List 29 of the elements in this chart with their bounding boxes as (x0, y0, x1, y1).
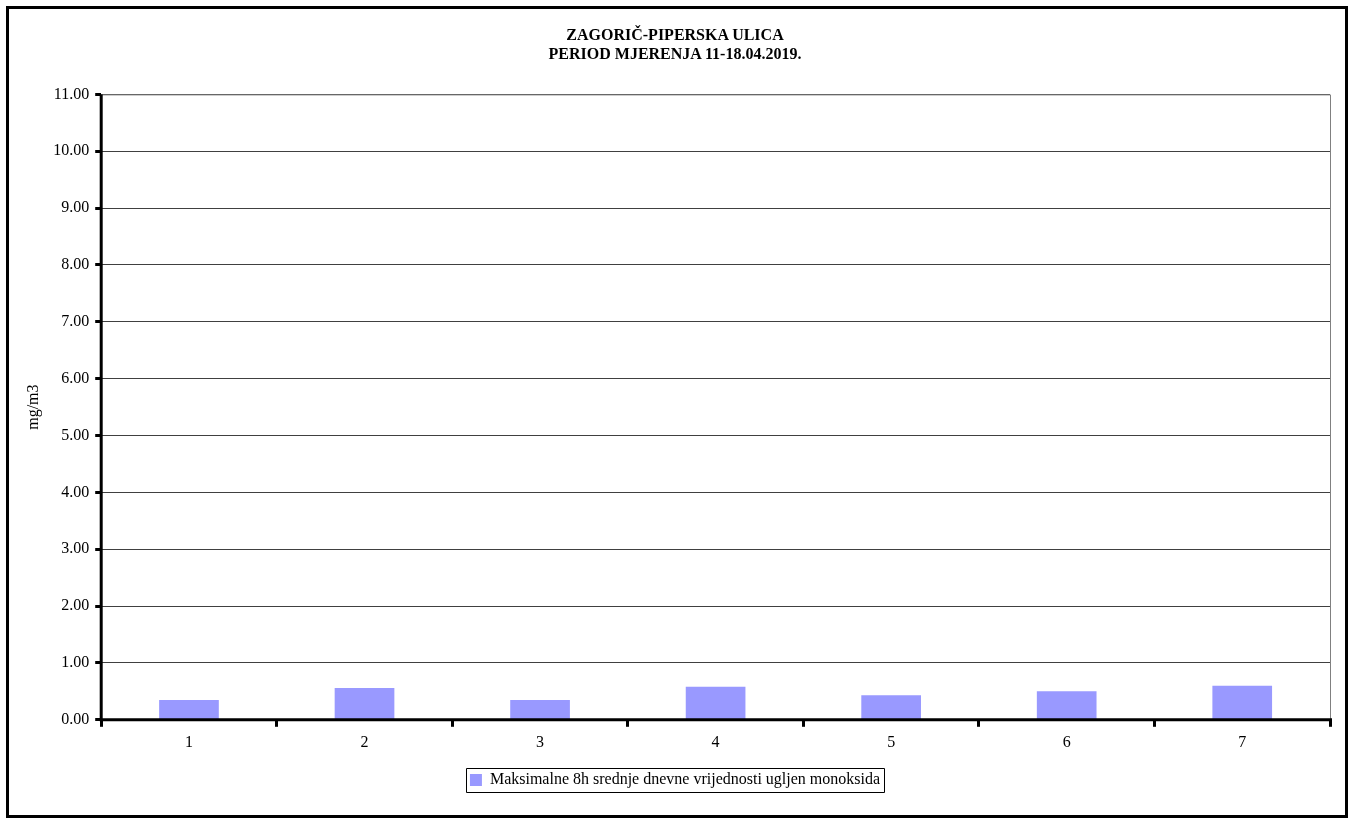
x-tick-label: 1 (184, 732, 193, 750)
legend-label: Maksimalne 8h srednje dnevne vrijednosti ugljen monoksida (489, 770, 881, 789)
y-tick-label: 6.00 (61, 368, 90, 386)
y-tick-label: 3.00 (61, 539, 90, 557)
y-tick-label: 2.00 (61, 596, 90, 614)
y-tick-label: 11.00 (53, 84, 90, 102)
y-tick-label: 1.00 (61, 653, 90, 671)
x-tick-label: 3 (536, 732, 545, 750)
x-tick-label: 4 (711, 732, 720, 750)
bar (334, 687, 395, 720)
x-tick-label: 7 (1238, 732, 1247, 750)
bar (861, 695, 921, 720)
y-tick-label: 8.00 (61, 255, 90, 273)
y-tick-label: 7.00 (61, 312, 90, 330)
x-tick-label: 5 (887, 732, 896, 750)
bar (1212, 685, 1273, 720)
y-tick-label: 5.00 (61, 425, 90, 443)
bar (159, 699, 219, 720)
x-tick-label: 6 (1062, 732, 1071, 750)
chart-title: ZAGORIČ-PIPERSKA ULICA PERIOD MJERENJA 11-18.04.2019. (548, 24, 802, 62)
bar (1036, 691, 1097, 720)
x-tick-label: 2 (360, 732, 369, 750)
y-tick-label: 0.00 (61, 710, 90, 727)
bar (685, 686, 746, 720)
bar (510, 699, 570, 720)
y-tick-label: 4.00 (61, 482, 90, 500)
y-tick-label: 9.00 (61, 198, 90, 216)
y-tick-label: 10.00 (53, 141, 90, 159)
y-axis-title: mg/m3 (23, 384, 42, 430)
